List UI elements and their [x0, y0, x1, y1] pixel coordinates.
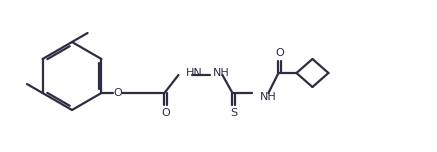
- Text: O: O: [161, 108, 170, 118]
- Text: NH: NH: [212, 68, 229, 78]
- Text: O: O: [275, 48, 284, 58]
- Text: O: O: [113, 88, 122, 98]
- Text: HN: HN: [185, 68, 202, 78]
- Text: NH: NH: [260, 92, 276, 102]
- Text: S: S: [230, 108, 237, 118]
